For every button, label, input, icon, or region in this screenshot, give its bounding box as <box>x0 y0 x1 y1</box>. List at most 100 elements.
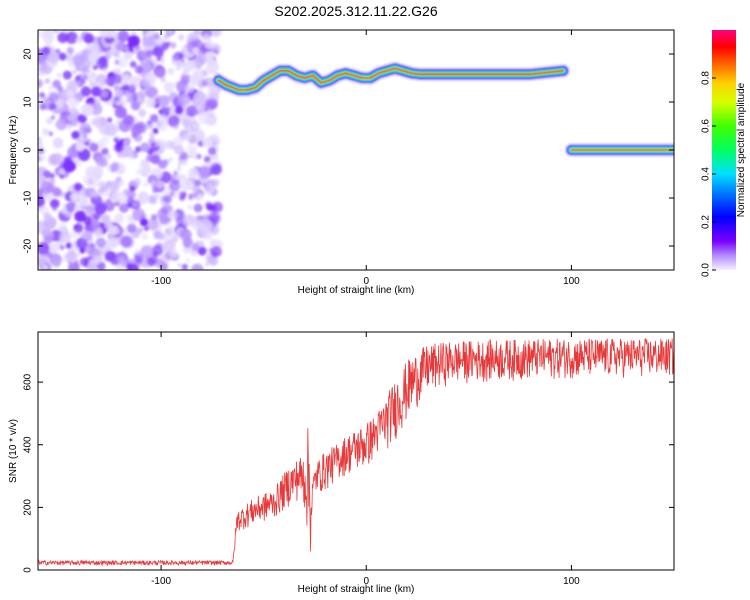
noise-blob <box>70 231 78 239</box>
noise-blob <box>113 142 124 153</box>
noise-blob <box>122 102 127 107</box>
noise-blob <box>127 84 136 93</box>
noise-blob <box>159 214 169 225</box>
noise-blob <box>133 177 142 186</box>
noise-blob <box>163 159 170 166</box>
noise-blob <box>160 59 165 64</box>
noise-blob <box>81 230 93 242</box>
noise-blob <box>113 96 120 103</box>
noise-blob <box>97 188 104 195</box>
noise-blob <box>178 194 186 201</box>
x-tick-label: -100 <box>151 576 171 587</box>
noise-blob <box>105 153 112 160</box>
noise-blob <box>160 77 166 83</box>
noise-blob <box>196 153 202 160</box>
noise-blob <box>151 180 156 186</box>
noise-blob <box>110 162 120 172</box>
spectrogram-tracks <box>211 61 674 157</box>
noise-blob <box>74 204 81 211</box>
noise-blob <box>65 242 73 249</box>
noise-blob <box>135 256 143 264</box>
noise-blob <box>83 33 95 44</box>
noise-blob <box>78 196 89 207</box>
noise-blob <box>114 59 120 65</box>
noise-blob <box>156 180 165 189</box>
noise-blob <box>205 63 218 76</box>
noise-blob <box>95 155 107 167</box>
noise-blob <box>107 117 113 123</box>
noise-blob <box>104 239 115 250</box>
noise-blob <box>100 90 109 99</box>
noise-blob <box>46 196 52 202</box>
noise-blob <box>180 174 187 180</box>
noise-blob <box>208 238 217 246</box>
noise-blob <box>41 155 47 161</box>
noise-blob <box>202 136 214 148</box>
noise-blob <box>184 71 189 76</box>
noise-blob <box>167 156 174 163</box>
noise-blob <box>160 140 170 150</box>
noise-blob <box>38 147 45 155</box>
noise-blob <box>50 115 56 120</box>
snr-frame <box>37 331 675 571</box>
noise-blob <box>38 79 43 88</box>
noise-blob <box>205 262 210 267</box>
snr-xlabel: Height of straight line (km) <box>298 584 415 595</box>
colorbar-tick-label: 0.6 <box>701 119 712 133</box>
noise-blob <box>210 30 222 37</box>
spectrogram-noise <box>38 30 223 270</box>
noise-blob <box>123 195 128 200</box>
noise-blob <box>79 257 89 267</box>
noise-blob <box>155 141 160 147</box>
noise-blob <box>192 47 200 54</box>
noise-blob <box>91 192 96 198</box>
noise-blob <box>117 30 130 42</box>
noise-blob <box>144 226 149 231</box>
noise-blob <box>91 86 102 97</box>
noise-blob <box>91 255 102 265</box>
noise-blob <box>132 201 139 208</box>
noise-blob <box>123 51 133 60</box>
noise-blob <box>89 80 96 87</box>
noise-blob <box>173 123 179 130</box>
noise-blob <box>47 51 60 64</box>
noise-blob <box>191 263 204 270</box>
noise-blob <box>38 182 42 189</box>
noise-blob <box>41 30 50 39</box>
noise-blob <box>104 250 116 262</box>
noise-blob <box>113 85 119 91</box>
noise-blob <box>75 142 85 152</box>
noise-blob <box>137 227 144 234</box>
noise-blob <box>121 248 127 253</box>
y-tick-label: -10 <box>23 190 34 205</box>
noise-blob <box>53 30 59 34</box>
noise-blob <box>135 146 142 153</box>
noise-blob <box>163 195 172 204</box>
noise-blob <box>41 128 50 136</box>
noise-blob <box>65 250 77 261</box>
noise-blob <box>150 154 161 165</box>
noise-blob <box>41 97 55 111</box>
noise-blob <box>150 114 159 123</box>
x-tick-label: 100 <box>563 576 580 587</box>
noise-blob <box>99 30 110 38</box>
noise-blob <box>101 214 111 223</box>
noise-blob <box>72 54 85 67</box>
noise-blob <box>204 51 213 60</box>
noise-blob <box>84 141 90 146</box>
noise-blob <box>109 180 120 192</box>
noise-blob <box>131 132 138 139</box>
noise-blob <box>191 243 200 252</box>
noise-blob <box>142 164 152 175</box>
x-tick-label: 100 <box>563 276 580 287</box>
noise-blob <box>48 243 59 254</box>
noise-blob <box>83 216 92 225</box>
noise-blob <box>147 218 159 231</box>
noise-blob <box>126 223 137 233</box>
noise-blob <box>138 109 147 117</box>
noise-blob <box>145 32 151 38</box>
noise-blob <box>127 35 140 48</box>
noise-blob <box>142 34 155 48</box>
noise-blob <box>101 147 109 156</box>
